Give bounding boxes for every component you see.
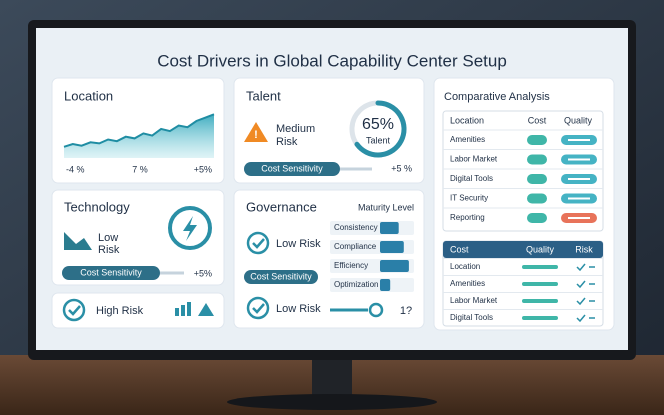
- quality-bar: [522, 265, 558, 269]
- maturity-bars: Consistency Compliance Efficiency Optimizat…: [330, 221, 414, 292]
- row-label: Labor Market: [450, 296, 498, 305]
- cost-pill: [527, 154, 547, 165]
- change-text: +5%: [194, 268, 212, 278]
- status-text: Low Risk: [276, 238, 321, 250]
- cost-pill: [527, 193, 547, 204]
- risk-text: Medium: [276, 123, 315, 135]
- cost-pill: [527, 135, 547, 145]
- pill-text: Cost Sensitivity: [261, 163, 323, 173]
- technology-card: [51, 189, 225, 286]
- note-text: 1?: [400, 305, 412, 317]
- cost-pill: [527, 174, 547, 184]
- axis-label: +5%: [194, 164, 212, 174]
- maturity-bar: [380, 279, 391, 291]
- row-label: IT Security: [450, 194, 488, 203]
- risk-text: Risk: [276, 136, 298, 148]
- trend-line: [63, 113, 215, 148]
- maturity-label: Efficiency: [334, 261, 368, 270]
- maturity-label: Consistency: [334, 223, 378, 232]
- card-title: Talent: [246, 88, 281, 103]
- check-ring: [246, 231, 270, 255]
- check-icon: [252, 303, 265, 314]
- risk-table-header: [443, 241, 603, 258]
- bolt-ring: [168, 206, 212, 250]
- risk-check: [576, 280, 586, 289]
- change-text: +5 %: [391, 163, 412, 173]
- quality-bar: [522, 316, 558, 320]
- comparison-rows: Amenities Labor Market Digital Tools IT Sec…: [443, 129, 603, 223]
- gauge-value: 65%: [362, 116, 394, 133]
- gauge-arc: [354, 100, 407, 158]
- card-title: Technology: [64, 199, 130, 214]
- risk-check: [576, 263, 586, 272]
- row-label: Amenities: [450, 135, 485, 144]
- maturity-title: Maturity Level: [358, 202, 414, 212]
- sensitivity-pill: [244, 162, 340, 176]
- column-header: Quality: [526, 244, 555, 254]
- row-label: Digital Tools: [450, 174, 493, 183]
- sensitivity-pill: [62, 266, 160, 280]
- dashboard-title: Cost Drivers in Global Capability Center…: [157, 51, 507, 70]
- axis-label: -4 %: [66, 164, 85, 174]
- risk-rows: Location Amenities Labor Market Digital Too…: [443, 258, 603, 323]
- maturity-label: Optimization: [334, 280, 378, 289]
- row-label: Reporting: [450, 213, 485, 222]
- maturity-bar: [380, 260, 409, 272]
- risk-text: Risk: [98, 244, 120, 256]
- maturity-row: [330, 278, 414, 292]
- gauge-caption: Talent: [366, 135, 391, 145]
- check-ring: [246, 296, 270, 320]
- column-header: Cost: [528, 115, 547, 125]
- check-icon: [68, 305, 81, 316]
- column-header: Risk: [575, 244, 593, 254]
- card-title: Comparative Analysis: [444, 91, 550, 103]
- column-header: Cost: [450, 244, 469, 254]
- icon-bar: [181, 305, 185, 316]
- risk-check: [576, 297, 586, 306]
- axis-label: 7 %: [132, 164, 148, 174]
- quality-bar: [522, 299, 558, 303]
- column-header: Location: [450, 115, 484, 125]
- monitor-base: [227, 394, 437, 410]
- icon-bar: [187, 302, 191, 316]
- row-label: Labor Market: [450, 155, 498, 164]
- trend-chart: [63, 113, 215, 158]
- column-header: Quality: [564, 115, 593, 125]
- status-text: Low Risk: [276, 303, 321, 315]
- risk-check: [576, 314, 586, 323]
- row-label: Location: [450, 262, 480, 271]
- cost-pill: [527, 213, 547, 223]
- card-title: Governance: [246, 199, 317, 214]
- risk-text: Low: [98, 232, 118, 244]
- check-icon: [252, 238, 265, 249]
- quality-bar: [522, 282, 558, 286]
- card-title: Location: [64, 88, 113, 103]
- warning-icon: [244, 122, 268, 142]
- sensitivity-pill: [244, 270, 318, 284]
- bolt-icon: [183, 216, 197, 241]
- icon-triangle: [198, 303, 214, 316]
- monitor-neck: [312, 356, 352, 400]
- check-ring: [62, 298, 86, 322]
- row-label: Amenities: [450, 279, 485, 288]
- status-ring: [368, 302, 384, 318]
- icon-bar: [175, 308, 179, 316]
- pill-text: Cost Sensitivity: [80, 267, 142, 277]
- trend-icon: [64, 232, 92, 250]
- maturity-label: Compliance: [334, 242, 377, 251]
- high-risk-card: [51, 292, 225, 329]
- row-label: Digital Tools: [450, 313, 493, 322]
- warning-mark: !: [254, 129, 258, 141]
- maturity-bar: [380, 241, 404, 253]
- maturity-bar: [380, 222, 399, 234]
- pill-text: Cost Sensitivity: [250, 271, 312, 281]
- status-text: High Risk: [96, 305, 144, 317]
